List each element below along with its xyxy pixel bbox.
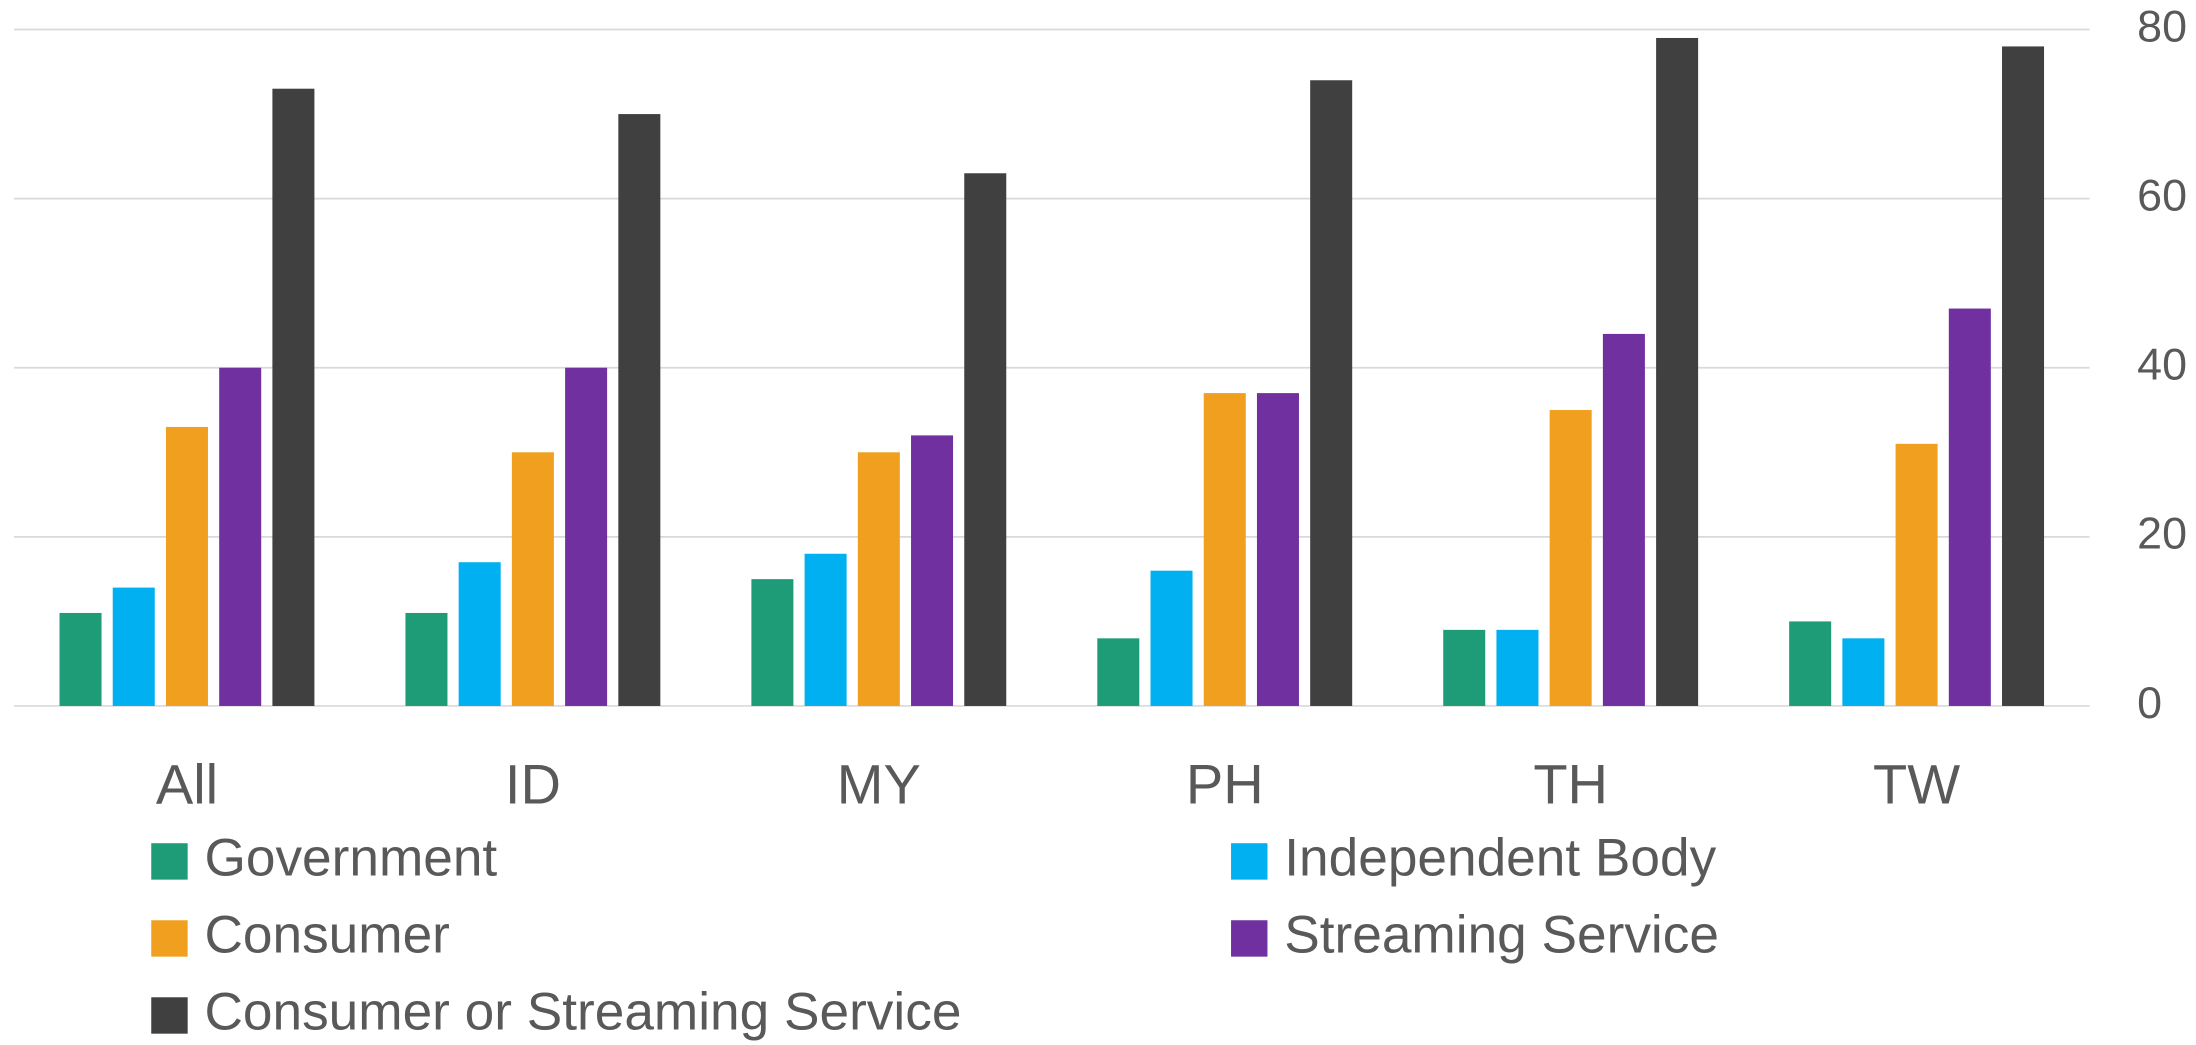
x-tick-label: TH [1533,752,1608,815]
bar [804,553,847,706]
bar [1602,333,1645,706]
y-tick-label: 60 [2137,170,2187,220]
bar [511,452,554,706]
bar [1256,393,1299,706]
bar [165,426,208,706]
bar [1656,37,1699,706]
legend-label: Streaming Service [1284,906,1719,965]
bar [1789,621,1832,706]
bar [59,612,102,706]
x-tick-label: TW [1873,752,1960,815]
y-tick-label: 40 [2137,340,2187,390]
y-tick-label: 80 [2137,1,2187,51]
x-tick-label: All [156,752,218,815]
bar [219,367,262,706]
legend-swatch [1231,920,1268,957]
bar [272,88,315,706]
bar [1443,629,1486,706]
bar [911,435,954,706]
bar [565,367,608,706]
bar [2002,46,2045,706]
legend-swatch [151,843,188,880]
bar [405,612,448,706]
bar [857,452,900,706]
bar [1097,638,1140,706]
x-tick-label: MY [837,752,921,815]
bar [1842,638,1885,706]
bar [618,114,661,706]
x-tick-label: PH [1186,752,1264,815]
bar [1150,570,1193,706]
bar [1895,443,1938,706]
y-tick-label: 0 [2137,678,2162,728]
x-tick-label: ID [505,752,561,815]
bar [112,587,155,706]
legend-swatch [151,920,188,957]
legend-label: Independent Body [1284,828,1716,887]
bar [1549,410,1592,706]
bar [964,173,1007,706]
bar [1203,393,1246,706]
y-tick-label: 20 [2137,509,2187,559]
legend-swatch [1231,843,1268,880]
bar [1310,80,1353,706]
legend-label: Government [204,828,497,887]
bar [1948,308,1991,706]
legend-label: Consumer or Streaming Service [204,983,961,1042]
legend-label: Consumer [204,906,449,965]
bar [1496,629,1539,706]
bar [458,562,501,706]
bar [751,579,794,706]
legend-swatch [151,997,188,1034]
